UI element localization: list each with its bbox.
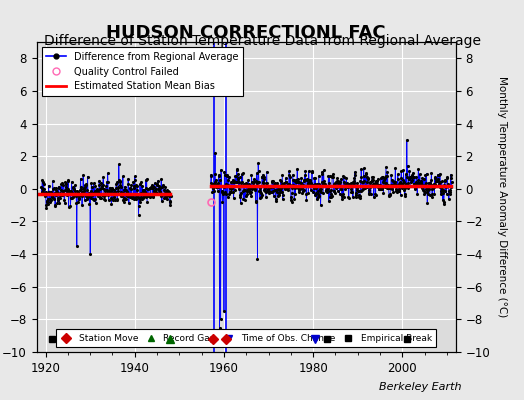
Y-axis label: Monthly Temperature Anomaly Difference (°C): Monthly Temperature Anomaly Difference (… bbox=[497, 76, 507, 318]
Legend: Station Move, Record Gap, Time of Obs. Change, Empirical Break: Station Move, Record Gap, Time of Obs. C… bbox=[56, 330, 436, 348]
Title: HUDSON CORRECTIONL FAC: HUDSON CORRECTIONL FAC bbox=[106, 24, 386, 42]
Text: Difference of Station Temperature Data from Regional Average: Difference of Station Temperature Data f… bbox=[43, 34, 481, 48]
Text: Berkeley Earth: Berkeley Earth bbox=[379, 382, 461, 392]
